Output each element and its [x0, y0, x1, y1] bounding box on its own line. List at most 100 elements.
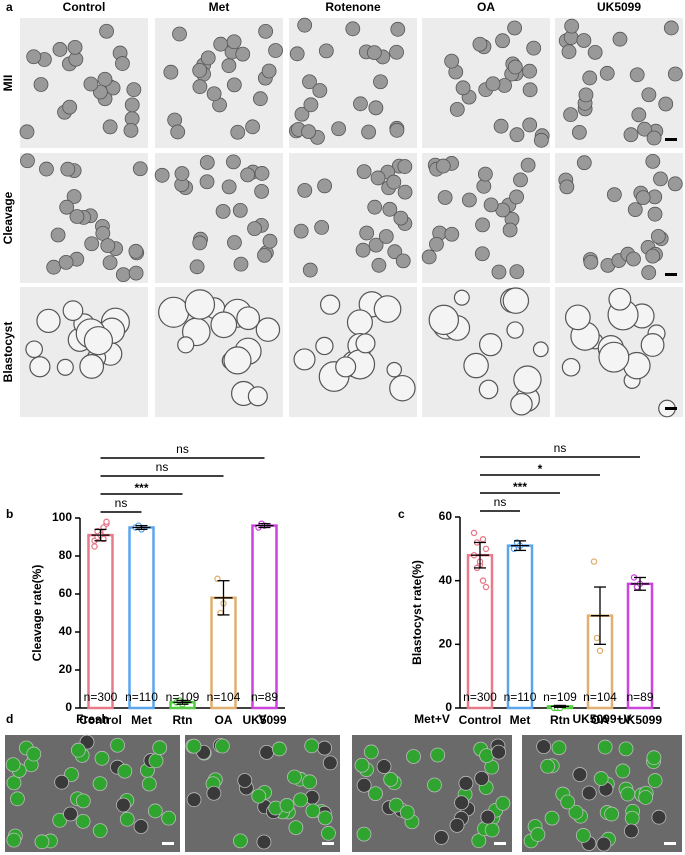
image-label: V — [258, 712, 266, 726]
cell — [262, 233, 278, 249]
cell — [247, 386, 268, 407]
cell — [629, 67, 645, 83]
cell — [540, 758, 556, 774]
bar — [506, 544, 534, 710]
cell — [186, 792, 202, 808]
cell — [56, 358, 74, 376]
cell — [305, 803, 321, 819]
cell — [252, 91, 268, 107]
scale-bar — [494, 842, 506, 845]
scale-bar — [665, 273, 677, 276]
cell — [502, 287, 530, 314]
cell — [433, 830, 449, 845]
cell — [102, 255, 118, 271]
cell — [615, 763, 631, 779]
cell — [215, 203, 231, 219]
cell — [63, 806, 78, 822]
cell — [386, 361, 403, 378]
cell — [532, 341, 549, 358]
data-point — [91, 543, 98, 550]
micrograph — [20, 153, 148, 283]
scale-bar — [665, 138, 677, 141]
cell — [304, 738, 320, 754]
scale-bar — [665, 407, 677, 410]
y-tick-label: 60 — [439, 509, 453, 523]
cell — [302, 74, 317, 90]
cell — [454, 795, 469, 811]
cell — [561, 357, 581, 377]
y-tick-label: 80 — [59, 548, 73, 562]
cell — [147, 803, 163, 819]
micrograph — [421, 153, 550, 283]
cell — [493, 118, 509, 134]
y-tick-label: 100 — [52, 510, 72, 524]
cell — [576, 155, 592, 171]
cell — [646, 750, 662, 766]
cell — [667, 66, 683, 82]
cell — [254, 166, 270, 181]
cell — [83, 76, 99, 92]
n-label: n=110 — [125, 690, 158, 704]
cell — [124, 97, 140, 113]
cell — [19, 124, 35, 140]
cell — [294, 106, 310, 122]
y-axis-label: Blastocyst rate(%) — [410, 560, 424, 665]
cell — [235, 46, 251, 62]
cell — [64, 767, 79, 782]
cell — [455, 80, 471, 96]
row-label: Cleavage — [1, 191, 15, 244]
cell — [97, 71, 113, 87]
micrograph — [555, 287, 683, 418]
data-point — [596, 647, 604, 654]
x-tick-label: Rtn — [173, 713, 193, 727]
cell — [133, 819, 149, 834]
n-label: n=300 — [463, 690, 497, 704]
significance-label: *** — [134, 481, 148, 495]
cell — [478, 333, 503, 357]
cell — [388, 797, 404, 813]
cell — [79, 354, 105, 379]
cell — [5, 757, 21, 773]
cell — [226, 77, 242, 93]
column-label: UK5099 — [597, 0, 641, 14]
cell — [75, 813, 91, 829]
cell — [578, 87, 594, 103]
cell — [128, 243, 144, 259]
cell — [522, 82, 538, 98]
cell — [587, 44, 603, 60]
cell — [355, 333, 376, 354]
cell — [620, 786, 636, 802]
cell — [221, 179, 237, 195]
cell — [638, 790, 654, 805]
cell — [651, 809, 667, 825]
cell — [376, 759, 392, 774]
cell — [62, 300, 84, 322]
cell — [102, 119, 118, 135]
cell — [58, 254, 74, 270]
cell — [393, 210, 409, 226]
cell — [458, 775, 474, 791]
cell — [226, 34, 242, 50]
y-axis-label: Cleavage rate(%) — [30, 565, 44, 662]
significance-label: ns — [115, 496, 128, 510]
cell — [544, 810, 560, 826]
cell — [361, 124, 377, 140]
cell — [271, 741, 287, 757]
x-tick-label: UK5099 — [618, 713, 662, 727]
cell — [560, 794, 576, 810]
column-label: Control — [63, 0, 106, 14]
cell — [373, 74, 388, 90]
bar — [466, 553, 494, 710]
cell — [170, 124, 186, 140]
cell — [288, 820, 304, 836]
cell — [359, 225, 375, 241]
cell — [627, 202, 643, 217]
cell — [366, 45, 382, 61]
cell — [480, 809, 496, 825]
significance-label: ns — [494, 495, 507, 509]
cell — [386, 174, 402, 190]
cell — [34, 834, 50, 850]
cell — [268, 43, 283, 58]
cell — [6, 775, 22, 791]
cell — [356, 164, 372, 180]
